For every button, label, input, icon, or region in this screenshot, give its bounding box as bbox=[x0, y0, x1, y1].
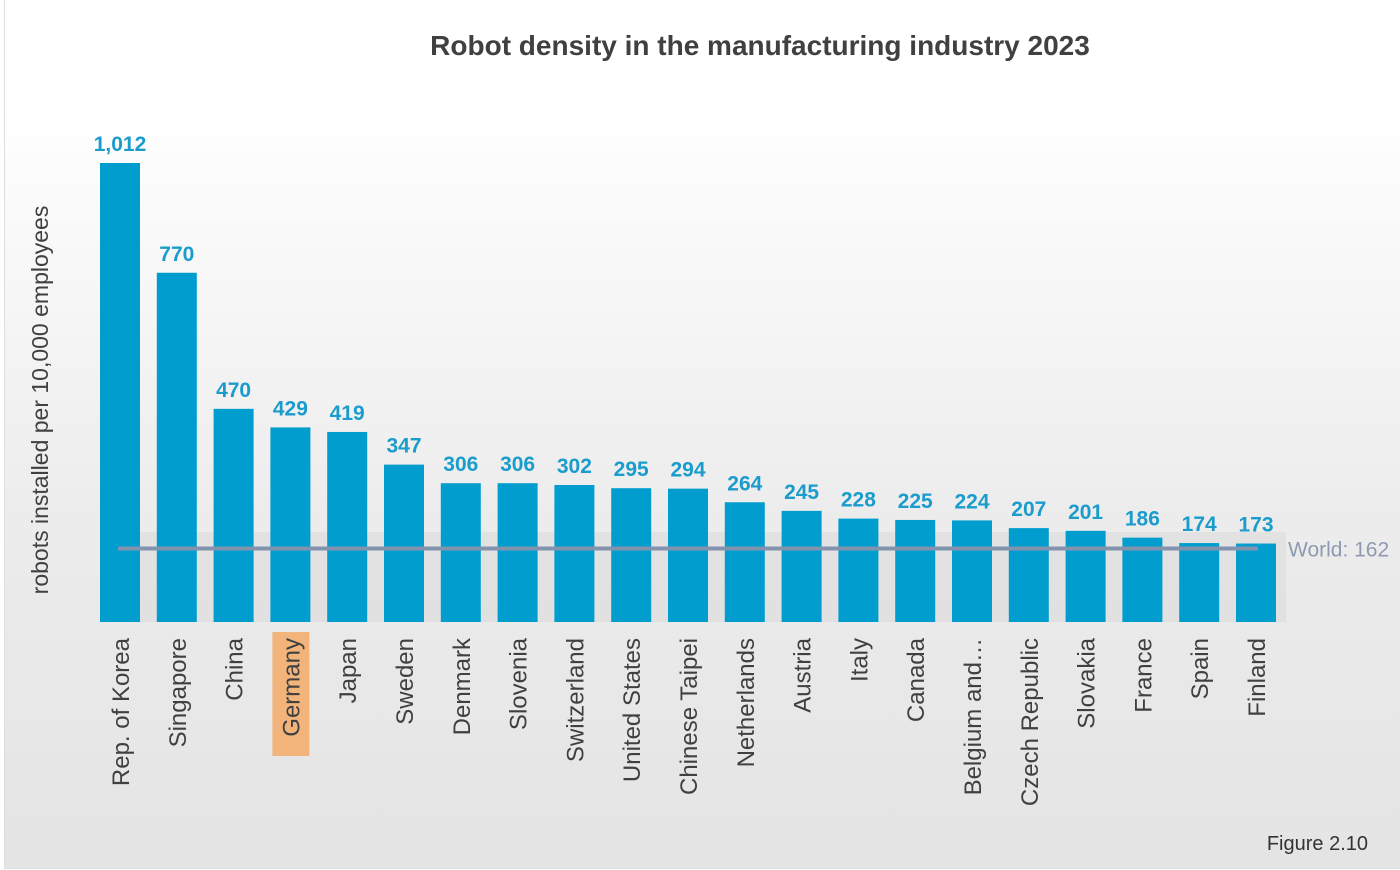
category-label: Germany bbox=[278, 638, 305, 737]
value-label: 173 bbox=[1238, 514, 1273, 537]
value-label: 228 bbox=[841, 489, 876, 512]
value-label: 770 bbox=[159, 243, 194, 266]
y-axis-label: robots installed per 10,000 employees bbox=[27, 206, 53, 595]
category-label: Singapore bbox=[165, 638, 192, 747]
category-label: Netherlands bbox=[733, 638, 760, 767]
category-label: Japan bbox=[335, 638, 362, 703]
bar-5 bbox=[384, 464, 424, 622]
category-label: Chinese Taipei bbox=[676, 638, 703, 795]
figure-label: Figure 2.10 bbox=[1267, 833, 1368, 855]
category-label: France bbox=[1130, 638, 1157, 713]
bar-11 bbox=[724, 502, 765, 622]
category-label: Slovenia bbox=[506, 637, 533, 730]
category-label: Finland bbox=[1244, 638, 1271, 717]
category-label: Italy bbox=[846, 638, 873, 682]
value-label: 306 bbox=[443, 453, 478, 476]
bar-15 bbox=[952, 520, 992, 622]
category-label: Denmark bbox=[449, 637, 476, 735]
category-label: United States bbox=[619, 638, 646, 782]
bar-1 bbox=[156, 272, 197, 622]
category-label: China bbox=[222, 637, 249, 700]
category-label: Switzerland bbox=[562, 638, 589, 762]
value-label: 174 bbox=[1182, 513, 1217, 536]
bar-4 bbox=[327, 431, 368, 622]
category-label: Austria bbox=[790, 637, 817, 712]
category-label: Sweden bbox=[392, 638, 419, 725]
bar-9 bbox=[611, 488, 652, 622]
category-label: Czech Republic bbox=[1017, 638, 1044, 806]
bar-7 bbox=[497, 483, 538, 622]
value-label: 302 bbox=[557, 455, 592, 478]
value-label: 294 bbox=[670, 459, 705, 482]
bar-16 bbox=[1008, 528, 1049, 622]
value-label: 347 bbox=[386, 435, 421, 458]
value-label: 419 bbox=[330, 402, 365, 425]
chart-title: Robot density in the manufacturing indus… bbox=[430, 30, 1090, 61]
bar-13 bbox=[838, 518, 879, 622]
value-label: 224 bbox=[954, 490, 989, 513]
world-reference-label: World: 162 bbox=[1288, 539, 1389, 562]
bar-19 bbox=[1179, 543, 1220, 622]
bar-3 bbox=[270, 427, 311, 622]
value-label: 207 bbox=[1011, 498, 1046, 521]
bar-6 bbox=[440, 483, 481, 622]
category-label: Canada bbox=[903, 637, 930, 722]
bar-14 bbox=[895, 519, 936, 622]
bar-8 bbox=[554, 485, 595, 622]
bar-12 bbox=[781, 510, 822, 622]
bar-2 bbox=[213, 408, 254, 622]
value-label: 306 bbox=[500, 453, 535, 476]
value-label: 225 bbox=[898, 490, 933, 513]
bar-18 bbox=[1122, 537, 1163, 622]
bar-17 bbox=[1065, 530, 1106, 622]
value-label: 1,012 bbox=[94, 133, 147, 156]
category-label: Rep. of Korea bbox=[108, 637, 135, 786]
bar-20 bbox=[1236, 543, 1276, 622]
bar-10 bbox=[668, 488, 708, 622]
bar-0 bbox=[100, 163, 140, 622]
value-label: 186 bbox=[1125, 508, 1160, 531]
value-label: 429 bbox=[273, 397, 308, 420]
value-label: 264 bbox=[727, 472, 762, 495]
value-label: 245 bbox=[784, 481, 819, 504]
category-label: Belgium and… bbox=[960, 638, 987, 795]
highlight-box bbox=[272, 632, 310, 756]
value-label: 295 bbox=[614, 458, 649, 481]
value-label: 470 bbox=[216, 379, 251, 402]
value-label: 201 bbox=[1068, 501, 1103, 524]
category-label: Spain bbox=[1187, 638, 1214, 699]
category-label: Slovakia bbox=[1074, 637, 1101, 728]
